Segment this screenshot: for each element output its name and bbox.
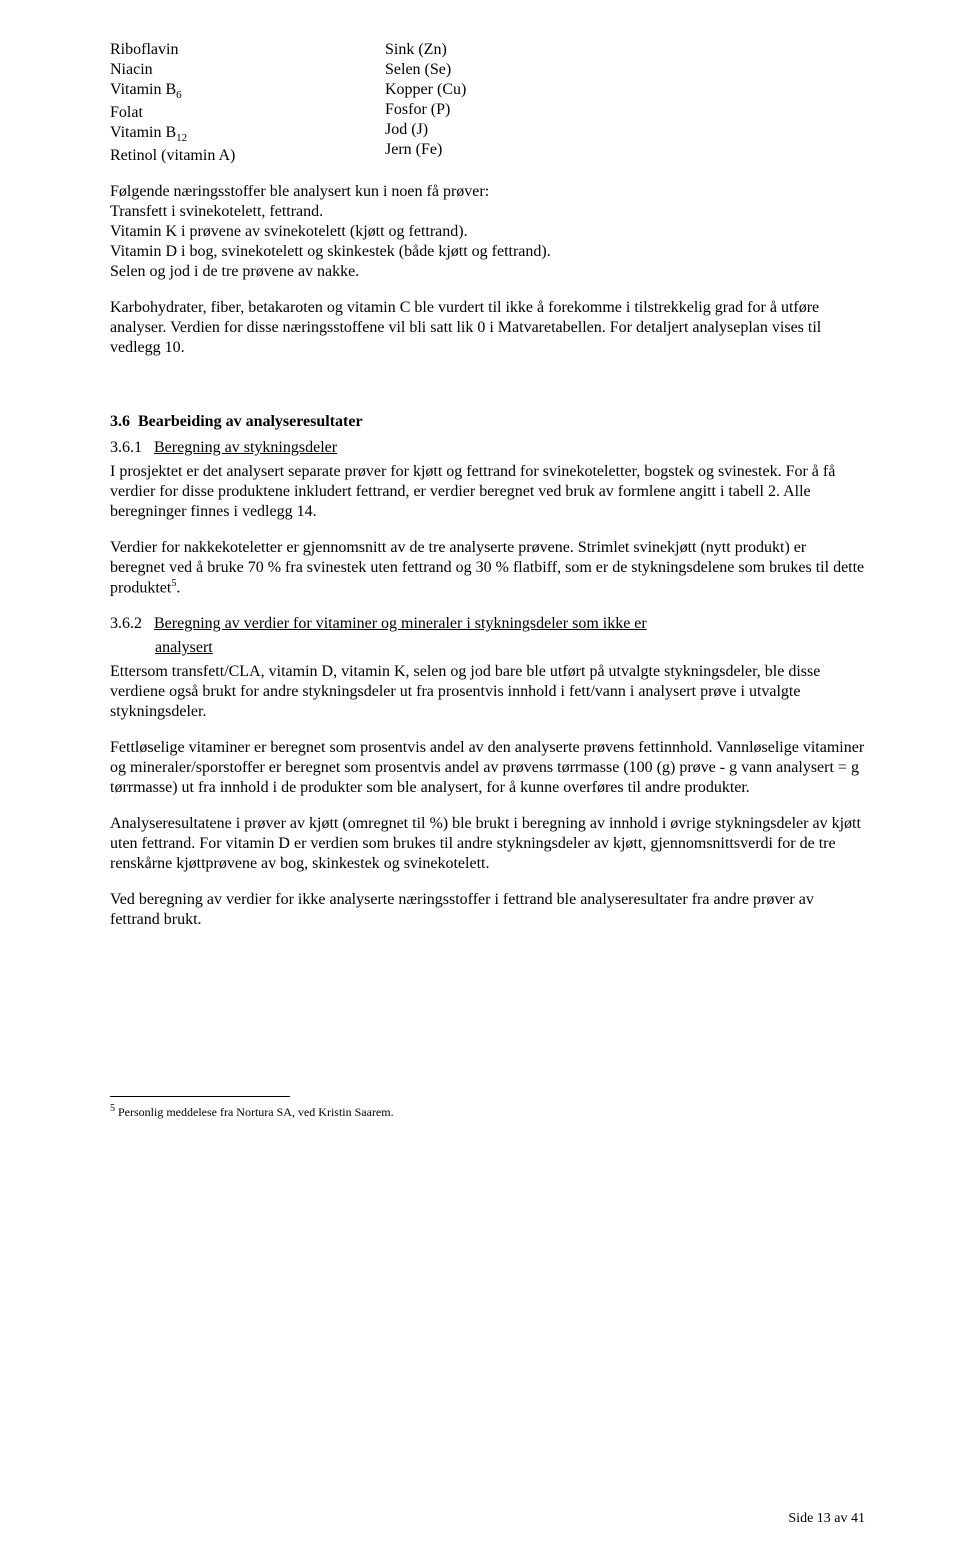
paragraph-line: Transfett i svinekotelett, fettrand. — [110, 202, 865, 222]
paragraph-line: Vitamin K i prøvene av svinekotelett (kj… — [110, 222, 865, 242]
lists-columns: Riboflavin Niacin Vitamin B6 Folat Vitam… — [110, 40, 865, 166]
list-item: Vitamin B6 — [110, 80, 385, 103]
paragraph: Karbohydrater, fiber, betakaroten og vit… — [110, 298, 865, 358]
section-heading: 3.6 Bearbeiding av analyseresultater — [110, 412, 865, 432]
list-item: Sink (Zn) — [385, 40, 865, 60]
paragraph: Analyseresultatene i prøver av kjøtt (om… — [110, 814, 865, 874]
subheading-number: 3.6.1 — [110, 438, 142, 458]
subheading-number: 3.6.2 — [110, 614, 142, 634]
footnote-separator — [110, 1096, 290, 1097]
subheading-title-line1: Beregning av verdier for vitaminer og mi… — [154, 614, 647, 634]
list-item: Retinol (vitamin A) — [110, 146, 385, 166]
paragraph-line: Selen og jod i de tre prøvene av nakke. — [110, 262, 865, 282]
list-item: Riboflavin — [110, 40, 385, 60]
paragraph: Verdier for nakkekoteletter er gjennomsn… — [110, 538, 865, 598]
subheading-title: Beregning av stykningsdeler — [154, 438, 337, 458]
list-item: Folat — [110, 103, 385, 123]
list-left: Riboflavin Niacin Vitamin B6 Folat Vitam… — [110, 40, 385, 166]
paragraph-line: Vitamin D i bog, svinekotelett og skinke… — [110, 242, 865, 262]
subheading-title-line2: analysert — [155, 638, 213, 658]
list-item: Jod (J) — [385, 120, 865, 140]
footnote: 5 Personlig meddelese fra Nortura SA, ve… — [110, 1103, 865, 1120]
heading-title: Bearbeiding av analyseresultater — [138, 413, 363, 430]
paragraph: Ved beregning av verdier for ikke analys… — [110, 890, 865, 930]
list-item: Selen (Se) — [385, 60, 865, 80]
subsection-heading: 3.6.2 Beregning av verdier for vitaminer… — [110, 614, 865, 634]
list-item: Fosfor (P) — [385, 100, 865, 120]
paragraph: I prosjektet er det analysert separate p… — [110, 462, 865, 522]
list-item: Kopper (Cu) — [385, 80, 865, 100]
page-footer: Side 13 av 41 — [788, 1510, 865, 1528]
footnote-text: Personlig meddelese fra Nortura SA, ved … — [115, 1105, 394, 1119]
list-right: Sink (Zn) Selen (Se) Kopper (Cu) Fosfor … — [385, 40, 865, 166]
paragraph: Fettløselige vitaminer er beregnet som p… — [110, 738, 865, 798]
paragraph: Følgende næringsstoffer ble analysert ku… — [110, 182, 865, 202]
subsection-heading: 3.6.1 Beregning av stykningsdeler — [110, 438, 865, 458]
list-item: Jern (Fe) — [385, 140, 865, 160]
list-item: Niacin — [110, 60, 385, 80]
heading-number: 3.6 — [110, 413, 130, 430]
paragraph: Ettersom transfett/CLA, vitamin D, vitam… — [110, 662, 865, 722]
list-item: Vitamin B12 — [110, 123, 385, 146]
